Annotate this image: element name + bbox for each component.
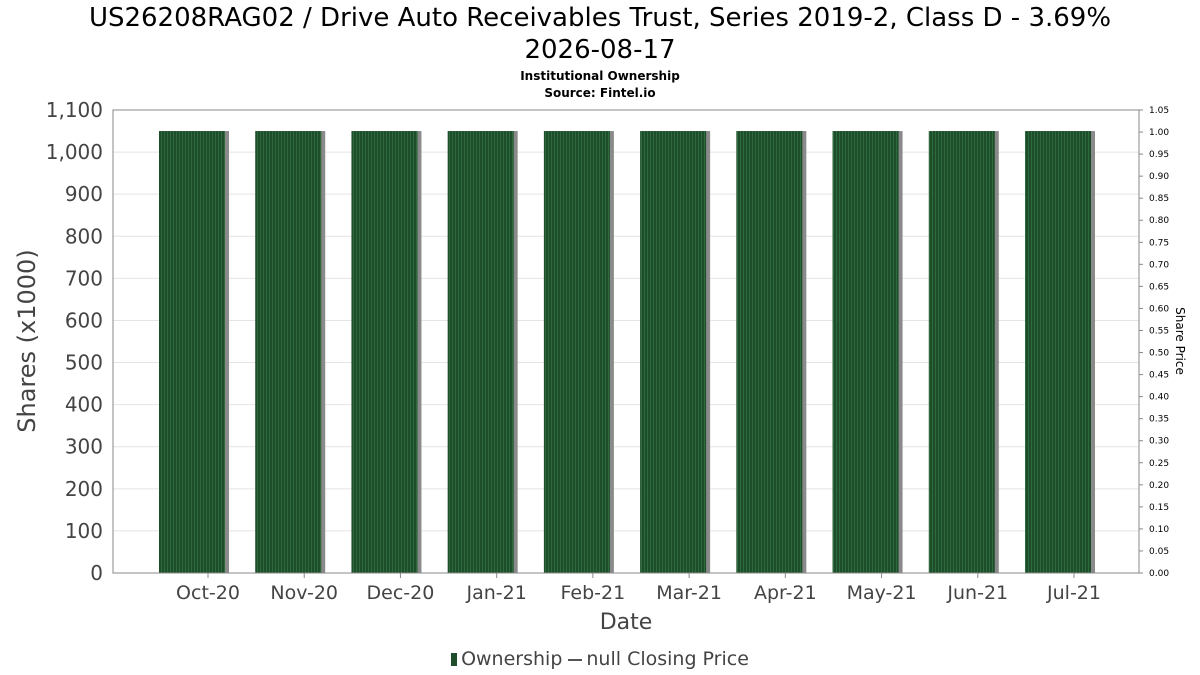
y-tick-label: 700 xyxy=(65,266,103,290)
ownership-bar xyxy=(255,131,322,573)
bars xyxy=(159,131,1095,573)
y2-tick-label: 0.50 xyxy=(1149,349,1169,359)
y2-tick-label: 0.00 xyxy=(1149,569,1169,579)
y-tick-label: 900 xyxy=(65,182,103,206)
y-tick-label: 1,100 xyxy=(46,98,103,122)
y-tick-label: 100 xyxy=(65,519,103,543)
y2-tick-label: 0.15 xyxy=(1149,503,1169,513)
x-tick-label: Jun-21 xyxy=(946,582,1008,604)
y-tick-label: 0 xyxy=(90,561,103,585)
x-tick-label: Nov-20 xyxy=(270,582,338,604)
y2-tick-label: 0.45 xyxy=(1149,371,1169,381)
chart-source: Source: Fintel.io xyxy=(544,86,656,100)
y2-tick-label: 0.65 xyxy=(1149,282,1169,292)
y2-axis-label: Share Price xyxy=(1173,307,1187,375)
x-tick-label: Apr-21 xyxy=(754,582,817,604)
ownership-bar xyxy=(543,131,610,573)
y-tick-label: 600 xyxy=(65,308,103,332)
y-axis-label: Shares (x1000) xyxy=(13,249,41,432)
axes: 0 100 200 300 400 500 600 700 800 900 1,000 1,100 0.… xyxy=(46,98,1170,604)
ownership-bar xyxy=(159,131,225,573)
chart-title-line1: US26208RAG02 / Drive Auto Receivables Tr… xyxy=(88,3,1112,33)
y2-tick-label: 0.25 xyxy=(1149,459,1169,469)
plot-frame xyxy=(112,109,1140,574)
y-tick-label: 400 xyxy=(65,393,103,417)
y2-tick-label: 0.30 xyxy=(1149,437,1169,447)
price-legend-line xyxy=(568,658,583,661)
legend: Ownership null Closing Price xyxy=(0,648,1200,670)
y-tick-label: 300 xyxy=(65,435,103,459)
y2-tick-label: 0.90 xyxy=(1149,172,1169,182)
y2-tick-label: 0.60 xyxy=(1149,304,1169,314)
ownership-bar xyxy=(832,131,899,573)
chart-title-line2: 2026-08-17 xyxy=(524,35,676,65)
ownership-bar xyxy=(736,131,803,573)
x-tick-label: Jan-21 xyxy=(466,582,527,604)
x-tick-label: Jul-21 xyxy=(1046,582,1101,604)
y-tick-label: 1,000 xyxy=(46,140,103,164)
ownership-bar xyxy=(928,131,995,573)
ownership-bar xyxy=(447,131,514,573)
y2-tick-label: 0.20 xyxy=(1149,481,1169,491)
x-tick-label: Oct-20 xyxy=(176,582,240,604)
y2-tick-label: 0.85 xyxy=(1149,194,1169,204)
x-axis-label: Date xyxy=(600,610,653,635)
y2-tick-label: 1.05 xyxy=(1149,106,1169,116)
y-tick-label: 200 xyxy=(65,477,103,501)
y2-tick-label: 1.00 xyxy=(1149,128,1169,138)
ownership-bar xyxy=(1025,131,1091,573)
legend-price: null Closing Price xyxy=(586,648,749,670)
y2-tick-label: 0.40 xyxy=(1149,393,1169,403)
y2-tick-label: 0.55 xyxy=(1149,326,1169,336)
legend-ownership: Ownership xyxy=(461,648,563,670)
x-tick-label: Dec-20 xyxy=(367,582,435,604)
x-tick-label: Mar-21 xyxy=(656,582,722,604)
ownership-bar xyxy=(351,131,418,573)
y2-tick-label: 0.75 xyxy=(1149,238,1169,248)
y2-tick-label: 0.70 xyxy=(1149,260,1169,270)
x-tick-label: Feb-21 xyxy=(561,582,626,604)
y2-tick-label: 0.35 xyxy=(1149,415,1169,425)
y-tick-label: 800 xyxy=(65,224,103,248)
ownership-legend-swatch xyxy=(451,653,458,666)
y2-tick-label: 0.95 xyxy=(1149,150,1169,160)
y-tick-label: 500 xyxy=(65,351,103,375)
ownership-chart: 0 100 200 300 400 500 600 700 800 900 1,000 1,100 0.… xyxy=(13,98,1187,635)
chart-subtitle: Institutional Ownership xyxy=(520,69,680,83)
ownership-bar xyxy=(640,131,707,573)
x-tick-label: May-21 xyxy=(847,582,917,604)
y2-tick-label: 0.80 xyxy=(1149,216,1169,226)
y2-tick-label: 0.05 xyxy=(1149,547,1169,557)
y2-tick-label: 0.10 xyxy=(1149,525,1169,535)
